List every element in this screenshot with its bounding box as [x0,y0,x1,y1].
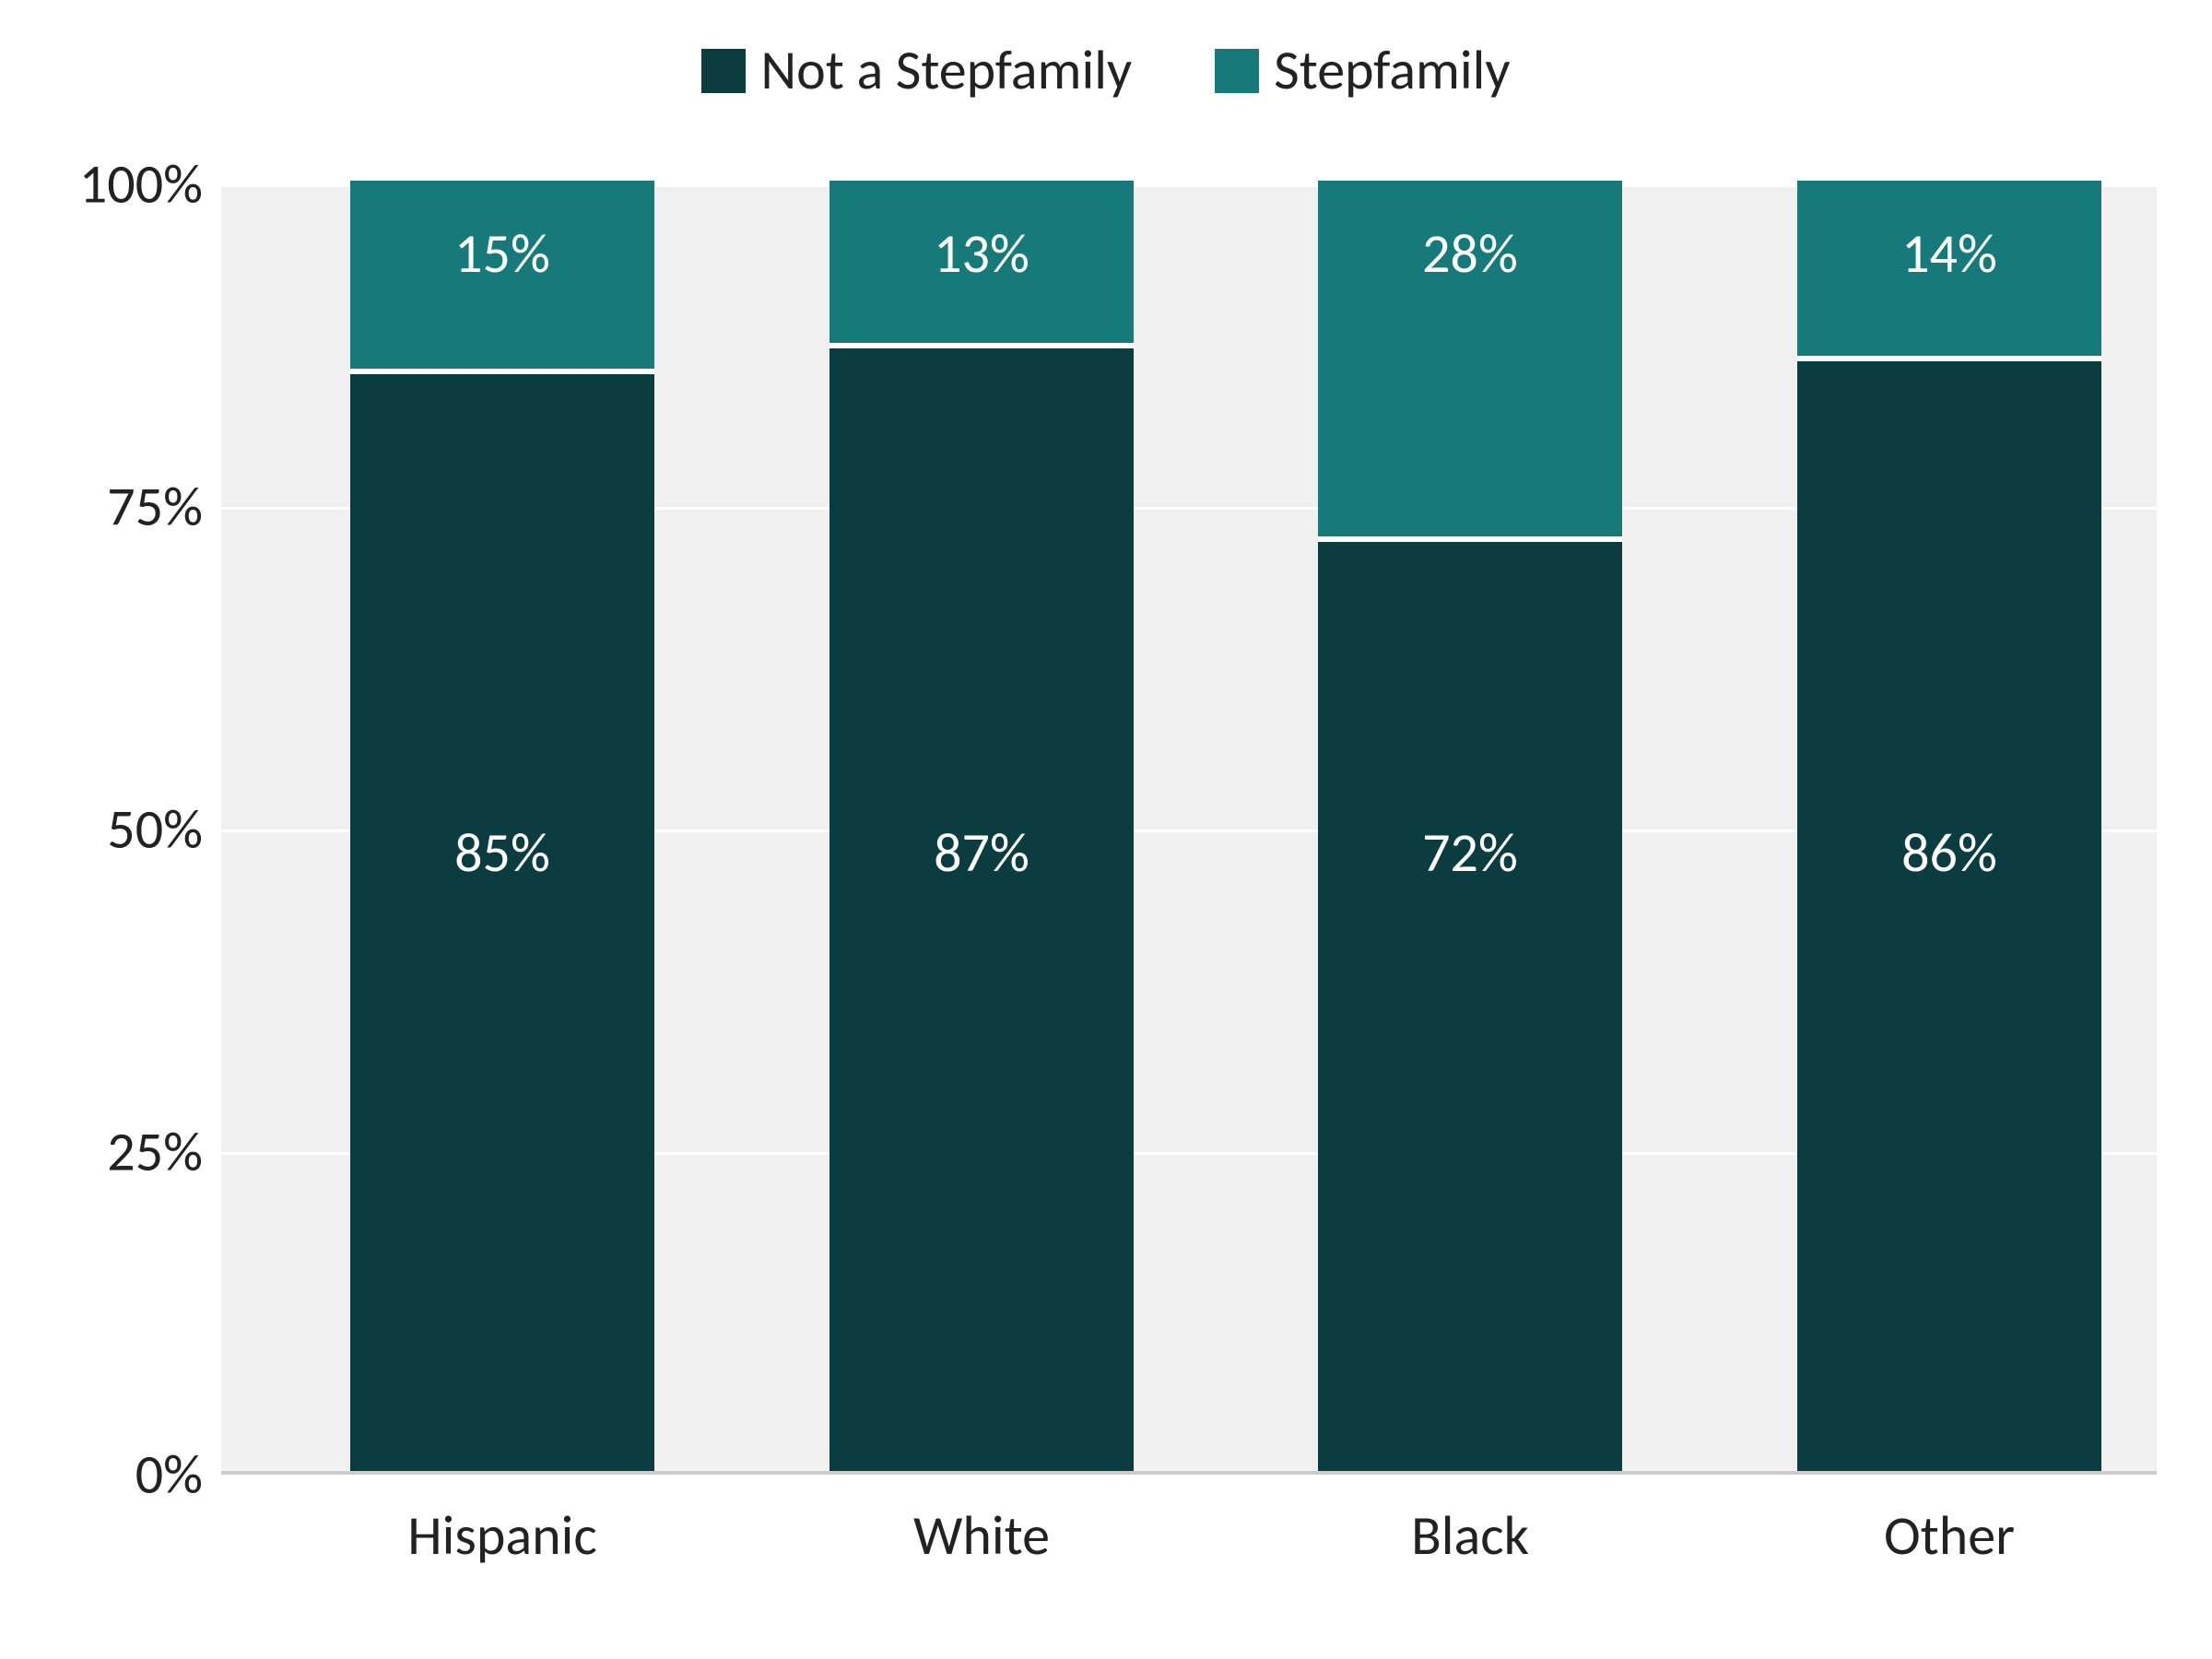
bar-other-not-stepfamily [1797,361,2101,1471]
bar-white: 13% 87% [830,181,1134,1471]
legend-label-not-stepfamily: Not a Stepfamily [760,37,1132,104]
bar-white-not-stepfamily-label: 87% [830,826,1134,881]
bar-black-not-stepfamily [1318,542,1622,1471]
legend-swatch-not-stepfamily [701,49,746,93]
xlabel-white: White [830,1502,1134,1570]
ytick-75: 75% [18,474,203,541]
x-axis: Hispanic White Black Other [221,1502,2157,1613]
ytick-0: 0% [18,1441,203,1509]
bar-black: 28% 72% [1318,181,1622,1471]
legend-swatch-stepfamily [1215,49,1259,93]
plot-area: 15% 85% 13% 87% 28% 72% [221,184,2157,1475]
legend-item-stepfamily: Stepfamily [1215,37,1510,104]
bars-container: 15% 85% 13% 87% 28% 72% [221,184,2157,1471]
bar-white-gap [830,343,1134,348]
bar-white-stepfamily-label: 13% [830,227,1134,282]
bar-black-gap [1318,536,1622,542]
bar-other-gap [1797,356,2101,361]
bar-white-not-stepfamily [830,348,1134,1471]
legend-label-stepfamily: Stepfamily [1274,37,1510,104]
bar-black-stepfamily-label: 28% [1318,227,1622,282]
xlabel-other: Other [1797,1502,2101,1570]
bar-other-stepfamily-label: 14% [1797,227,2101,282]
xlabel-black: Black [1318,1502,1622,1570]
chart-legend: Not a Stepfamily Stepfamily [0,37,2212,104]
bar-black-not-stepfamily-label: 72% [1318,826,1622,881]
bar-hispanic-not-stepfamily [350,374,654,1471]
ytick-50: 50% [18,796,203,864]
ytick-100: 100% [18,151,203,218]
bar-other-not-stepfamily-label: 86% [1797,826,2101,881]
legend-item-not-stepfamily: Not a Stepfamily [701,37,1132,104]
stacked-bar-chart: Not a Stepfamily Stepfamily 100% 75% 50%… [0,0,2212,1659]
bar-hispanic-gap [350,369,654,374]
bar-hispanic: 15% 85% [350,181,654,1471]
ytick-25: 25% [18,1119,203,1186]
bar-other: 14% 86% [1797,181,2101,1471]
bar-hispanic-not-stepfamily-label: 85% [350,826,654,881]
bar-hispanic-stepfamily-label: 15% [350,227,654,282]
xlabel-hispanic: Hispanic [350,1502,654,1570]
